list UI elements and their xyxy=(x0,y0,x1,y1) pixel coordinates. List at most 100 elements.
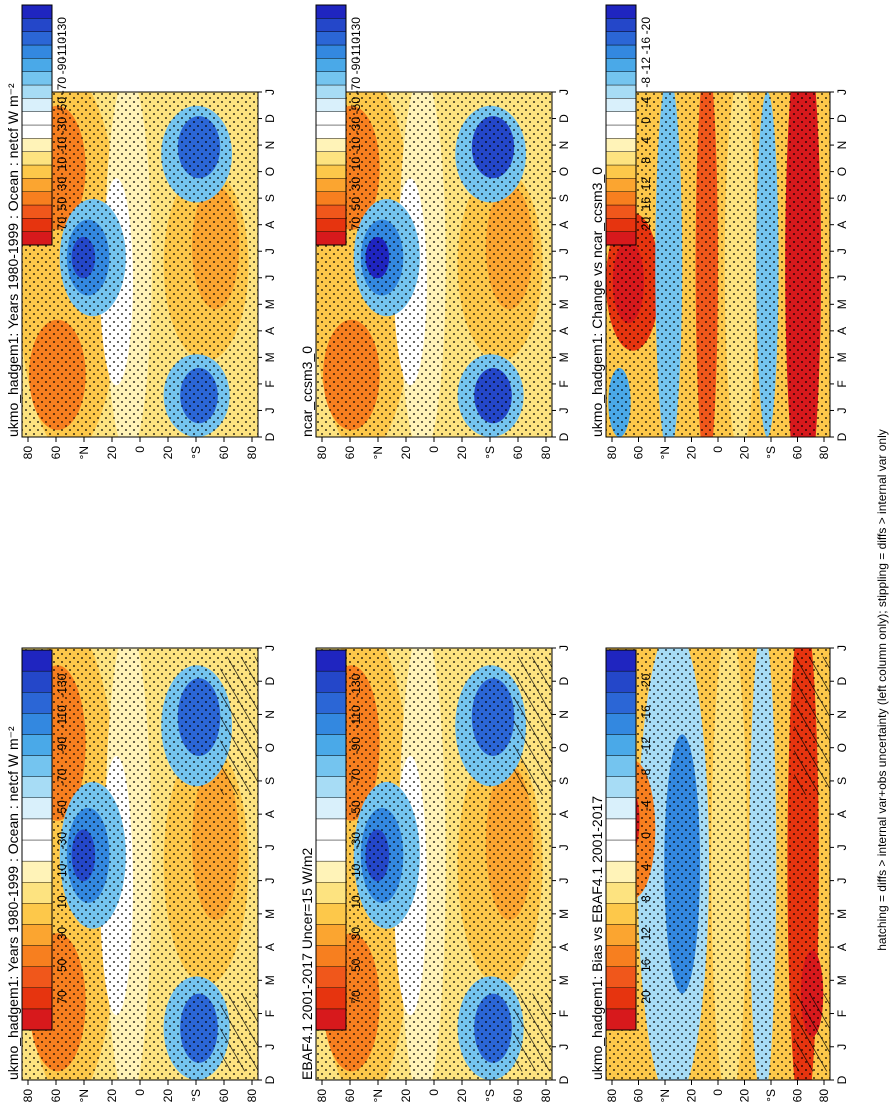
colorbar-label: -10 xyxy=(55,137,69,155)
colorbar-swatch xyxy=(315,178,347,192)
colorbar-swatch xyxy=(21,776,53,798)
colorbar-label: -90 xyxy=(349,57,363,75)
colorbar-swatch xyxy=(605,71,637,86)
lat-label: 20 xyxy=(105,446,119,460)
lat-label: 80 xyxy=(245,446,259,460)
colorbar-label: -30 xyxy=(349,832,363,850)
colorbar-swatch xyxy=(605,4,637,19)
colorbar-swatch xyxy=(605,218,637,232)
colorbar-swatch xyxy=(605,903,637,925)
colorbar-swatch xyxy=(21,713,53,735)
stippling xyxy=(606,92,830,437)
lat-label: 0 xyxy=(427,1089,441,1096)
colorbar-label: -70 xyxy=(55,77,69,95)
colorbar-swatch xyxy=(315,204,347,219)
colorbar-swatch xyxy=(21,18,53,32)
panel-right-bottom: ukmo_hadgem1: Change vs ncar_ccsm3_080 60… xyxy=(589,89,849,460)
month-label: D xyxy=(835,1075,849,1084)
lat-label: °N xyxy=(77,446,91,459)
colorbar-swatch xyxy=(315,231,347,246)
colorbar-label: 30 xyxy=(349,177,363,191)
colorbar-swatch xyxy=(605,164,637,179)
month-label: F xyxy=(263,380,277,387)
lat-label: 60 xyxy=(217,446,231,460)
month-label: J xyxy=(557,1044,571,1050)
month-label: A xyxy=(557,810,571,818)
month-label: S xyxy=(263,777,277,785)
month-label: A xyxy=(263,943,277,951)
colorbar-label: -110 xyxy=(349,705,363,728)
colorbar-label: 10 xyxy=(55,895,69,909)
colorbar-label: 4 xyxy=(639,137,653,144)
lat-label: 20 xyxy=(161,446,175,460)
colorbar-frame xyxy=(605,649,637,1031)
lat-label: 0 xyxy=(133,446,147,453)
lat-label: 80 xyxy=(315,446,329,460)
month-label: A xyxy=(263,810,277,818)
colorbar-swatch xyxy=(315,924,347,946)
month-label: D xyxy=(557,1075,571,1084)
colorbar-swatch xyxy=(315,31,347,46)
month-label: J xyxy=(263,645,277,651)
colorbar-label: 16 xyxy=(639,197,653,211)
lat-label: 80 xyxy=(605,446,619,460)
colorbar-swatch xyxy=(315,797,347,820)
lat-label: 60 xyxy=(791,446,805,460)
panel-title: ukmo_hadgem1: Years 1980-1999 : Ocean : … xyxy=(5,83,21,437)
colorbar-swatch xyxy=(315,818,347,841)
hatching xyxy=(514,656,552,795)
month-label: A xyxy=(835,327,849,335)
colorbar-swatch xyxy=(21,71,53,86)
colorbar-label: 12 xyxy=(639,927,653,941)
lat-label: °S xyxy=(764,446,778,459)
heatmap-field xyxy=(22,648,258,1080)
lat-label: 20 xyxy=(161,1089,175,1103)
month-label: J xyxy=(263,1044,277,1050)
lat-label: °S xyxy=(483,446,497,459)
colorbar-swatch xyxy=(21,58,53,72)
month-label: M xyxy=(835,975,849,985)
month-label: J xyxy=(835,645,849,651)
hatching xyxy=(794,656,830,795)
lat-label: 20 xyxy=(738,1089,752,1103)
colorbar-swatch xyxy=(21,755,53,777)
colorbar-swatch xyxy=(315,945,347,967)
colorbar-swatch xyxy=(315,755,347,777)
colorbar-left-bottom: 20 16 12 8 4 0 -4 -8 -12 -16 -20 xyxy=(605,649,653,1031)
colorbar-swatch xyxy=(21,98,53,112)
lat-label: 0 xyxy=(427,446,441,453)
heatmap-field xyxy=(606,648,830,1080)
colorbar-swatch xyxy=(605,1008,637,1031)
colorbar-swatch xyxy=(21,692,53,714)
colorbar-swatch xyxy=(21,178,53,192)
colorbar-swatch xyxy=(315,138,347,152)
lat-label: 20 xyxy=(455,1089,469,1103)
colorbar-swatch xyxy=(21,151,53,166)
heatmap-field xyxy=(316,648,552,1080)
month-label: S xyxy=(557,777,571,785)
colorbar-swatch xyxy=(315,191,347,206)
hatching xyxy=(220,993,258,1072)
colorbar-label: 50 xyxy=(349,197,363,211)
colorbar-swatch xyxy=(315,692,347,714)
colorbar-swatch xyxy=(605,98,637,112)
colorbar-swatch xyxy=(605,124,637,139)
lat-label: 80 xyxy=(21,1089,35,1103)
colorbar-label: -130 xyxy=(55,673,69,697)
colorbar-swatch xyxy=(21,945,53,967)
colorbar-swatch xyxy=(315,987,347,1010)
colorbar-swatch xyxy=(605,31,637,46)
lat-label: 80 xyxy=(817,446,831,460)
month-label: J xyxy=(835,248,849,254)
colorbar-label: -12 xyxy=(639,57,653,75)
colorbar-label: -130 xyxy=(55,17,69,41)
month-label: D xyxy=(835,114,849,123)
colorbar-swatch xyxy=(21,31,53,46)
lat-label: 20 xyxy=(399,446,413,460)
colorbar-label: -50 xyxy=(55,97,69,115)
colorbar-swatch xyxy=(605,670,637,693)
month-label: D xyxy=(557,432,571,441)
panel-left-bottom: ukmo_hadgem1: Bias vs EBAF4.1 2001-20178… xyxy=(589,645,849,1103)
colorbar-label: 70 xyxy=(55,217,69,231)
colorbar-label: -20 xyxy=(639,17,653,35)
